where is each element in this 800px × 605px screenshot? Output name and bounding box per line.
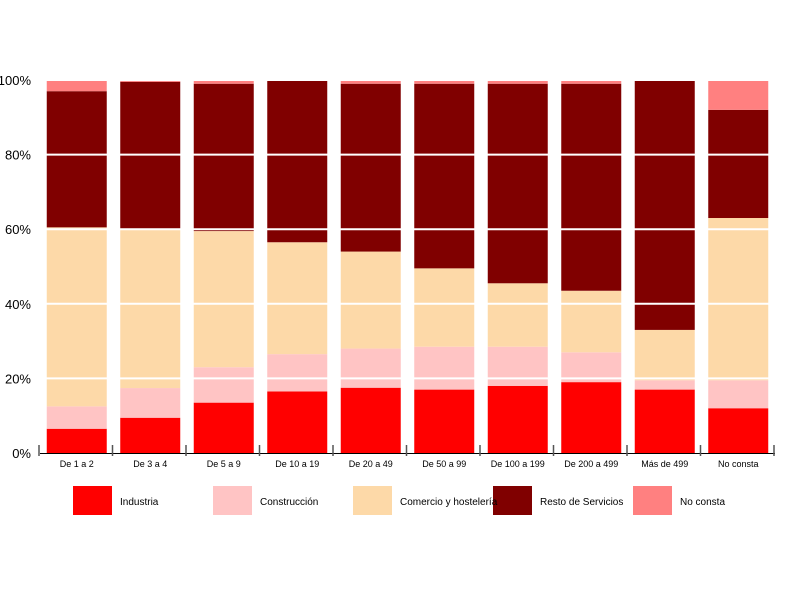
bars-layer <box>46 80 769 453</box>
legend-swatch-3 <box>353 486 392 515</box>
bar-segment-1-series-1 <box>46 428 107 453</box>
bar-segment-8-series-5 <box>561 80 622 84</box>
legend-swatch-5 <box>633 486 672 515</box>
bar-segment-1-series-2 <box>46 406 107 429</box>
bar-segment-1-series-3 <box>46 227 107 407</box>
legend-swatch-4 <box>493 486 532 515</box>
y-tick-label: 80% <box>5 148 31 163</box>
x-tick-label: De 3 a 4 <box>133 459 167 469</box>
bar-segment-8-series-3 <box>561 290 622 353</box>
bar-segment-2-series-2 <box>120 388 181 418</box>
x-tick-label: De 20 a 49 <box>349 459 393 469</box>
bar-segment-8-series-4 <box>561 83 622 291</box>
bar-segment-5-series-5 <box>340 80 401 84</box>
y-tick-label: 60% <box>5 222 31 237</box>
bar-segment-5-series-3 <box>340 251 401 349</box>
gridlines <box>40 79 775 380</box>
x-tick-label: De 10 a 19 <box>275 459 319 469</box>
bar-segment-6-series-3 <box>414 268 475 347</box>
bar-segment-10-series-4 <box>708 109 769 219</box>
x-tick-label: De 1 a 2 <box>60 459 94 469</box>
bar-segment-7-series-1 <box>487 385 548 453</box>
bar-segment-10-series-1 <box>708 408 769 453</box>
bar-segment-6-series-1 <box>414 389 475 453</box>
bar-segment-9-series-1 <box>634 389 695 453</box>
y-tick-label: 20% <box>5 371 31 386</box>
y-tick-label: 40% <box>5 297 31 312</box>
bar-segment-6-series-5 <box>414 80 475 84</box>
x-tick-label: De 100 a 199 <box>491 459 545 469</box>
y-tick-label: 100% <box>0 73 31 88</box>
legend-label-1: Industria <box>120 497 159 508</box>
bar-segment-9-series-3 <box>634 329 695 381</box>
bar-segment-4-series-3 <box>267 242 328 355</box>
bar-segment-7-series-4 <box>487 83 548 284</box>
bar-segment-6-series-4 <box>414 83 475 269</box>
x-tick-label: Más de 499 <box>641 459 688 469</box>
bar-segment-5-series-4 <box>340 83 401 252</box>
legend-label-5: No consta <box>680 497 725 508</box>
bar-segment-3-series-5 <box>193 80 254 84</box>
bar-segment-8-series-1 <box>561 382 622 453</box>
bar-segment-7-series-2 <box>487 346 548 386</box>
x-tick-label: De 5 a 9 <box>207 459 241 469</box>
bar-segment-4-series-4 <box>267 80 328 243</box>
x-tick-label: No consta <box>718 459 759 469</box>
bar-segment-2-series-1 <box>120 417 181 453</box>
bar-segment-3-series-4 <box>193 83 254 232</box>
bar-segment-7-series-5 <box>487 80 548 84</box>
legend-label-2: Construcción <box>260 497 318 508</box>
bar-segment-4-series-1 <box>267 391 328 453</box>
bar-segment-10-series-2 <box>708 380 769 409</box>
y-tick-label: 0% <box>12 446 31 461</box>
bar-segment-5-series-1 <box>340 387 401 453</box>
legend-swatch-2 <box>213 486 252 515</box>
bar-segment-5-series-2 <box>340 348 401 388</box>
bar-segment-2-series-3 <box>120 228 181 389</box>
bar-segment-9-series-4 <box>634 80 695 330</box>
axes: 0% 20% 40% 60% 80% 100% De 1 a 2 De 3 a 4 De 5 a… <box>0 73 775 469</box>
bar-segment-7-series-3 <box>487 283 548 347</box>
bar-segment-4-series-2 <box>267 354 328 392</box>
bar-segment-3-series-1 <box>193 402 254 453</box>
bar-segment-1-series-4 <box>46 91 107 228</box>
legend-label-3: Comercio y hostelería <box>400 497 498 508</box>
bar-segment-10-series-5 <box>708 80 769 110</box>
bar-segment-8-series-2 <box>561 352 622 383</box>
legend-label-4: Resto de Servicios <box>540 497 623 508</box>
legend-swatch-1 <box>73 486 112 515</box>
bar-segment-9-series-2 <box>634 380 695 390</box>
legend: Industria Construcción Comercio y hosteler… <box>73 486 725 515</box>
x-tick-label: De 200 a 499 <box>564 459 618 469</box>
bar-segment-3-series-3 <box>193 231 254 368</box>
bar-segment-1-series-5 <box>46 80 107 92</box>
bar-segment-6-series-2 <box>414 346 475 390</box>
bar-segment-3-series-2 <box>193 367 254 403</box>
x-tick-label: De 50 a 99 <box>422 459 466 469</box>
bar-segment-10-series-3 <box>708 218 769 381</box>
